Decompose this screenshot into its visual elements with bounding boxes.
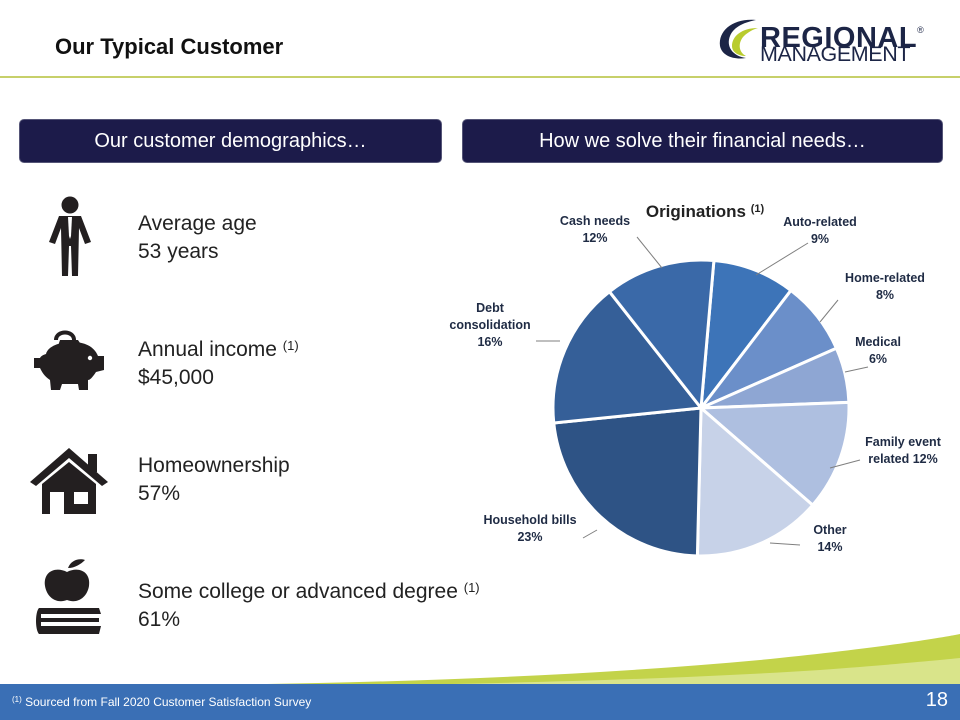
age-value: 53 years [138, 240, 219, 263]
demographics-header: Our customer demographics… [19, 119, 442, 163]
logo-text-line1: REGIONAL® [760, 22, 925, 54]
homeownership-label: Homeownership [138, 454, 290, 477]
logo-text-line2: MANAGEMENT [760, 42, 911, 66]
person-icon [49, 196, 91, 276]
piggy-bank-icon [34, 330, 104, 390]
pie-leader-line [829, 459, 861, 469]
pie-leader-line [582, 529, 598, 539]
demographic-homeownership: Homeownership 57% [138, 452, 290, 508]
pie-leader-line [636, 236, 663, 269]
footer-bar [0, 684, 960, 720]
pie-label: Medical 6% [855, 335, 901, 366]
footer-footnote: (1) Sourced from Fall 2020 Customer Sati… [12, 695, 312, 709]
house-icon [30, 448, 108, 514]
pie-label: Debt consolidation 16% [449, 301, 531, 349]
age-label: Average age [138, 212, 257, 235]
financial-needs-header: How we solve their financial needs… [462, 119, 943, 163]
page-title: Our Typical Customer [55, 34, 284, 59]
income-label: Annual income [138, 338, 277, 361]
pie-slice-household-bills [552, 406, 703, 558]
income-value: $45,000 [138, 366, 214, 389]
footer-swoosh [0, 634, 960, 688]
pie-slice-other [695, 404, 815, 558]
pie-slice-cash-needs [607, 258, 716, 412]
homeownership-value: 57% [138, 482, 181, 505]
company-logo: REGIONAL® MANAGEMENT [716, 14, 924, 66]
pie-slice-auto-related [699, 258, 793, 414]
chart-title: Originations (1) [645, 202, 765, 221]
pie-slice-debt-consolidation [551, 289, 704, 425]
pie-label: Auto-related 9% [783, 215, 857, 246]
pie-slice-family-event-related [697, 400, 851, 508]
education-value: 61% [138, 608, 181, 631]
pie-leader-line [819, 299, 839, 323]
demographic-income: Annual income (1) $45,000 [138, 332, 299, 392]
pie-label: Family event related 12% [865, 435, 941, 466]
education-label: Some college or advanced degree [138, 580, 458, 603]
demographic-age: Average age 53 years [138, 210, 257, 266]
income-footnote: (1) [282, 338, 299, 353]
pie-label: Household bills 23% [483, 513, 577, 544]
pie-label: Other 14% [813, 523, 847, 554]
pie-leader-line [769, 542, 801, 546]
pie-label: Cash needs 12% [559, 214, 631, 245]
demographic-education: Some college or advanced degree (1) 61% [138, 574, 480, 634]
pie-leader-line [844, 366, 869, 373]
page-number: 18 [925, 689, 948, 711]
logo-swoosh-icon [719, 19, 758, 59]
education-footnote: (1) [463, 580, 480, 595]
title-divider [0, 76, 960, 78]
pie-leader-line [755, 242, 809, 276]
pie-label: Home-related 8% [845, 271, 925, 302]
apple-books-icon [36, 559, 101, 634]
